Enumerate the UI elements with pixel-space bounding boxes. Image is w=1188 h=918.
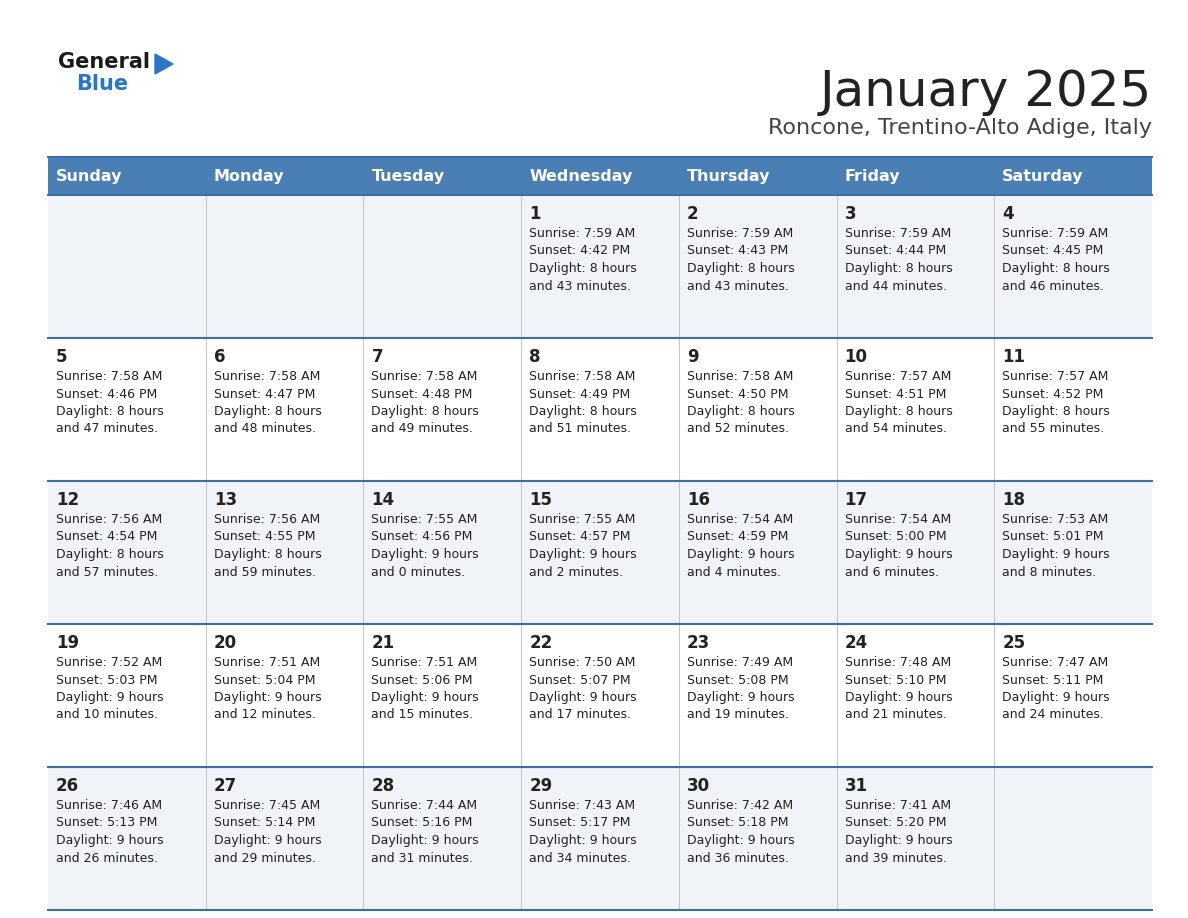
Bar [48, 195, 1152, 338]
Text: Sunrise: 7:42 AM
Sunset: 5:18 PM
Daylight: 9 hours
and 36 minutes.: Sunrise: 7:42 AM Sunset: 5:18 PM Dayligh… [687, 799, 795, 865]
Text: 8: 8 [529, 348, 541, 366]
Text: Tuesday: Tuesday [372, 169, 444, 184]
Text: 16: 16 [687, 491, 710, 509]
Polygon shape [154, 54, 173, 74]
Text: Sunrise: 7:57 AM
Sunset: 4:51 PM
Daylight: 8 hours
and 54 minutes.: Sunrise: 7:57 AM Sunset: 4:51 PM Dayligh… [845, 370, 953, 435]
Text: Sunrise: 7:58 AM
Sunset: 4:48 PM
Daylight: 8 hours
and 49 minutes.: Sunrise: 7:58 AM Sunset: 4:48 PM Dayligh… [372, 370, 479, 435]
Text: Wednesday: Wednesday [529, 169, 632, 184]
Text: 24: 24 [845, 634, 867, 652]
Text: 23: 23 [687, 634, 710, 652]
Text: 21: 21 [372, 634, 394, 652]
Text: 28: 28 [372, 777, 394, 795]
Text: Sunrise: 7:47 AM
Sunset: 5:11 PM
Daylight: 9 hours
and 24 minutes.: Sunrise: 7:47 AM Sunset: 5:11 PM Dayligh… [1003, 656, 1110, 722]
Text: 15: 15 [529, 491, 552, 509]
Text: 3: 3 [845, 205, 857, 223]
Text: Thursday: Thursday [687, 169, 770, 184]
Text: Sunrise: 7:57 AM
Sunset: 4:52 PM
Daylight: 8 hours
and 55 minutes.: Sunrise: 7:57 AM Sunset: 4:52 PM Dayligh… [1003, 370, 1110, 435]
Text: Sunrise: 7:51 AM
Sunset: 5:06 PM
Daylight: 9 hours
and 15 minutes.: Sunrise: 7:51 AM Sunset: 5:06 PM Dayligh… [372, 656, 479, 722]
Text: Sunrise: 7:58 AM
Sunset: 4:49 PM
Daylight: 8 hours
and 51 minutes.: Sunrise: 7:58 AM Sunset: 4:49 PM Dayligh… [529, 370, 637, 435]
Bar [48, 481, 1152, 624]
Text: Sunrise: 7:44 AM
Sunset: 5:16 PM
Daylight: 9 hours
and 31 minutes.: Sunrise: 7:44 AM Sunset: 5:16 PM Dayligh… [372, 799, 479, 865]
Text: 22: 22 [529, 634, 552, 652]
Text: 31: 31 [845, 777, 867, 795]
Text: 20: 20 [214, 634, 236, 652]
Text: Sunrise: 7:59 AM
Sunset: 4:44 PM
Daylight: 8 hours
and 44 minutes.: Sunrise: 7:59 AM Sunset: 4:44 PM Dayligh… [845, 227, 953, 293]
Text: Sunrise: 7:41 AM
Sunset: 5:20 PM
Daylight: 9 hours
and 39 minutes.: Sunrise: 7:41 AM Sunset: 5:20 PM Dayligh… [845, 799, 953, 865]
Text: Sunrise: 7:58 AM
Sunset: 4:50 PM
Daylight: 8 hours
and 52 minutes.: Sunrise: 7:58 AM Sunset: 4:50 PM Dayligh… [687, 370, 795, 435]
Text: Sunrise: 7:52 AM
Sunset: 5:03 PM
Daylight: 9 hours
and 10 minutes.: Sunrise: 7:52 AM Sunset: 5:03 PM Dayligh… [56, 656, 164, 722]
Text: Sunrise: 7:51 AM
Sunset: 5:04 PM
Daylight: 9 hours
and 12 minutes.: Sunrise: 7:51 AM Sunset: 5:04 PM Dayligh… [214, 656, 321, 722]
Text: Sunrise: 7:48 AM
Sunset: 5:10 PM
Daylight: 9 hours
and 21 minutes.: Sunrise: 7:48 AM Sunset: 5:10 PM Dayligh… [845, 656, 953, 722]
Text: January 2025: January 2025 [820, 68, 1152, 116]
Text: Sunrise: 7:58 AM
Sunset: 4:46 PM
Daylight: 8 hours
and 47 minutes.: Sunrise: 7:58 AM Sunset: 4:46 PM Dayligh… [56, 370, 164, 435]
Text: Friday: Friday [845, 169, 901, 184]
Text: Sunrise: 7:59 AM
Sunset: 4:43 PM
Daylight: 8 hours
and 43 minutes.: Sunrise: 7:59 AM Sunset: 4:43 PM Dayligh… [687, 227, 795, 293]
Bar [48, 338, 1152, 481]
Text: 10: 10 [845, 348, 867, 366]
Text: 29: 29 [529, 777, 552, 795]
Text: Sunrise: 7:59 AM
Sunset: 4:42 PM
Daylight: 8 hours
and 43 minutes.: Sunrise: 7:59 AM Sunset: 4:42 PM Dayligh… [529, 227, 637, 293]
Text: Sunrise: 7:53 AM
Sunset: 5:01 PM
Daylight: 9 hours
and 8 minutes.: Sunrise: 7:53 AM Sunset: 5:01 PM Dayligh… [1003, 513, 1110, 578]
Text: 19: 19 [56, 634, 80, 652]
Text: 30: 30 [687, 777, 710, 795]
Text: Sunrise: 7:46 AM
Sunset: 5:13 PM
Daylight: 9 hours
and 26 minutes.: Sunrise: 7:46 AM Sunset: 5:13 PM Dayligh… [56, 799, 164, 865]
Text: Sunrise: 7:50 AM
Sunset: 5:07 PM
Daylight: 9 hours
and 17 minutes.: Sunrise: 7:50 AM Sunset: 5:07 PM Dayligh… [529, 656, 637, 722]
Text: 25: 25 [1003, 634, 1025, 652]
Text: 18: 18 [1003, 491, 1025, 509]
Text: Sunday: Sunday [56, 169, 122, 184]
Text: Sunrise: 7:55 AM
Sunset: 4:57 PM
Daylight: 9 hours
and 2 minutes.: Sunrise: 7:55 AM Sunset: 4:57 PM Dayligh… [529, 513, 637, 578]
Text: Sunrise: 7:54 AM
Sunset: 4:59 PM
Daylight: 9 hours
and 4 minutes.: Sunrise: 7:54 AM Sunset: 4:59 PM Dayligh… [687, 513, 795, 578]
Text: Sunrise: 7:45 AM
Sunset: 5:14 PM
Daylight: 9 hours
and 29 minutes.: Sunrise: 7:45 AM Sunset: 5:14 PM Dayligh… [214, 799, 321, 865]
Text: 17: 17 [845, 491, 867, 509]
Text: Monday: Monday [214, 169, 284, 184]
Text: 27: 27 [214, 777, 236, 795]
Text: Sunrise: 7:43 AM
Sunset: 5:17 PM
Daylight: 9 hours
and 34 minutes.: Sunrise: 7:43 AM Sunset: 5:17 PM Dayligh… [529, 799, 637, 865]
Text: Sunrise: 7:55 AM
Sunset: 4:56 PM
Daylight: 9 hours
and 0 minutes.: Sunrise: 7:55 AM Sunset: 4:56 PM Dayligh… [372, 513, 479, 578]
Text: 14: 14 [372, 491, 394, 509]
Text: Blue: Blue [76, 74, 128, 94]
Text: 13: 13 [214, 491, 236, 509]
Text: 6: 6 [214, 348, 226, 366]
Text: 5: 5 [56, 348, 68, 366]
Text: 4: 4 [1003, 205, 1013, 223]
Text: Sunrise: 7:58 AM
Sunset: 4:47 PM
Daylight: 8 hours
and 48 minutes.: Sunrise: 7:58 AM Sunset: 4:47 PM Dayligh… [214, 370, 322, 435]
Text: 1: 1 [529, 205, 541, 223]
Text: Sunrise: 7:49 AM
Sunset: 5:08 PM
Daylight: 9 hours
and 19 minutes.: Sunrise: 7:49 AM Sunset: 5:08 PM Dayligh… [687, 656, 795, 722]
Bar [48, 157, 1152, 195]
Bar [48, 767, 1152, 910]
Text: 11: 11 [1003, 348, 1025, 366]
Bar [48, 624, 1152, 767]
Text: 9: 9 [687, 348, 699, 366]
Text: Sunrise: 7:54 AM
Sunset: 5:00 PM
Daylight: 9 hours
and 6 minutes.: Sunrise: 7:54 AM Sunset: 5:00 PM Dayligh… [845, 513, 953, 578]
Text: Roncone, Trentino-Alto Adige, Italy: Roncone, Trentino-Alto Adige, Italy [767, 118, 1152, 138]
Text: Sunrise: 7:59 AM
Sunset: 4:45 PM
Daylight: 8 hours
and 46 minutes.: Sunrise: 7:59 AM Sunset: 4:45 PM Dayligh… [1003, 227, 1110, 293]
Text: 7: 7 [372, 348, 383, 366]
Text: Saturday: Saturday [1003, 169, 1083, 184]
Text: Sunrise: 7:56 AM
Sunset: 4:55 PM
Daylight: 8 hours
and 59 minutes.: Sunrise: 7:56 AM Sunset: 4:55 PM Dayligh… [214, 513, 322, 578]
Text: 26: 26 [56, 777, 80, 795]
Text: 12: 12 [56, 491, 80, 509]
Text: 2: 2 [687, 205, 699, 223]
Text: General: General [58, 52, 150, 72]
Text: Sunrise: 7:56 AM
Sunset: 4:54 PM
Daylight: 8 hours
and 57 minutes.: Sunrise: 7:56 AM Sunset: 4:54 PM Dayligh… [56, 513, 164, 578]
